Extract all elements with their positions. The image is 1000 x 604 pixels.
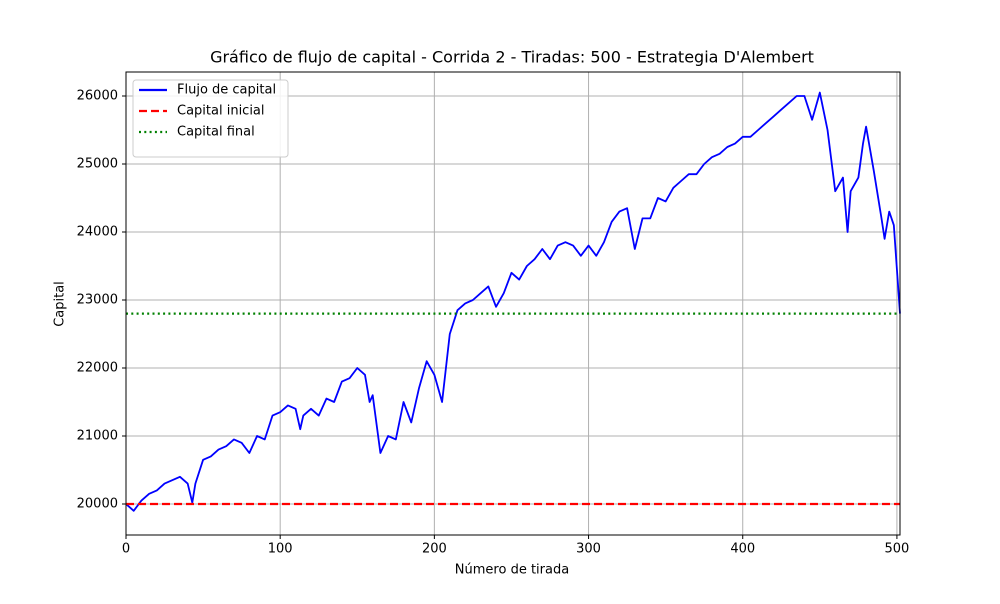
x-tick-label: 400 (730, 542, 755, 557)
x-tick-label: 0 (122, 542, 130, 557)
x-tick-label: 100 (268, 542, 293, 557)
y-tick-label: 23000 (77, 292, 118, 307)
x-tick-label: 500 (885, 542, 910, 557)
y-tick-label: 20000 (77, 496, 118, 511)
y-tick-label: 25000 (77, 157, 118, 172)
y-axis-label: Capital (53, 281, 68, 327)
x-axis-label: Número de tirada (455, 563, 569, 578)
legend-label: Capital final (177, 125, 255, 140)
legend-label: Flujo de capital (177, 83, 276, 98)
y-tick-label: 21000 (77, 428, 118, 443)
y-tick-label: 26000 (77, 89, 118, 104)
legend-box (132, 79, 289, 158)
plot-frame (125, 71, 901, 536)
x-tick-label: 200 (422, 542, 447, 557)
data-line (125, 91, 901, 512)
chart-title: Gráfico de flujo de capital - Corrida 2 … (210, 48, 814, 67)
y-tick-label: 24000 (77, 224, 118, 239)
y-tick-label: 22000 (77, 360, 118, 375)
x-tick-label: 300 (576, 542, 601, 557)
legend-label: Capital inicial (177, 104, 265, 119)
